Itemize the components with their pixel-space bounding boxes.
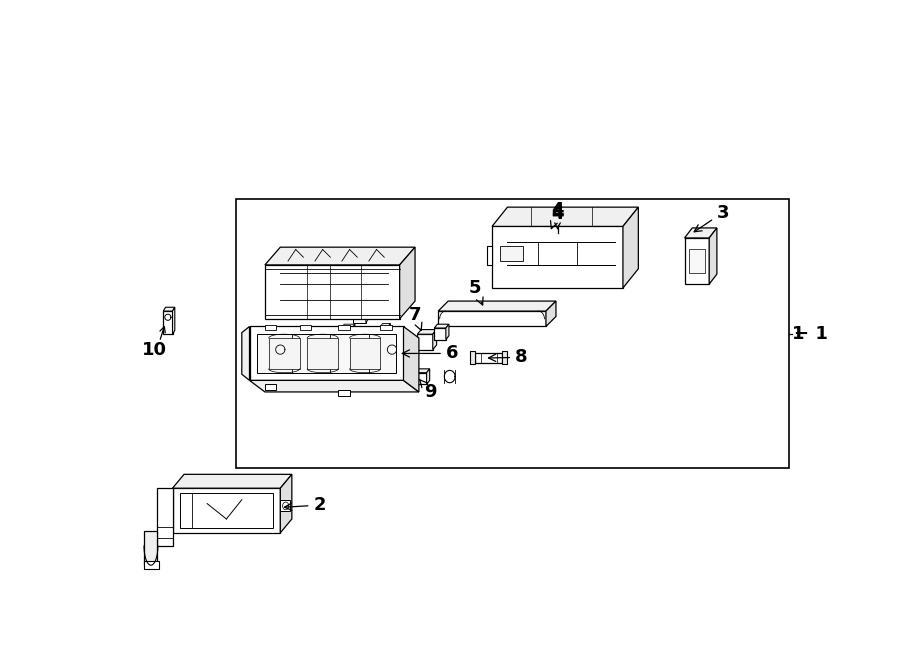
Polygon shape — [381, 327, 388, 334]
Text: 8: 8 — [489, 348, 527, 366]
Polygon shape — [492, 207, 638, 226]
Polygon shape — [307, 330, 319, 332]
Polygon shape — [330, 297, 344, 300]
Polygon shape — [427, 369, 429, 384]
Polygon shape — [173, 488, 280, 533]
Polygon shape — [265, 265, 400, 319]
Polygon shape — [311, 305, 325, 319]
Polygon shape — [438, 301, 556, 311]
Polygon shape — [413, 369, 429, 373]
Polygon shape — [257, 334, 396, 373]
Polygon shape — [709, 228, 717, 284]
Text: 4: 4 — [551, 201, 563, 219]
Text: 7: 7 — [409, 306, 422, 330]
Polygon shape — [365, 307, 368, 323]
Polygon shape — [418, 330, 436, 334]
Polygon shape — [236, 200, 788, 468]
Polygon shape — [354, 307, 368, 310]
Text: 2: 2 — [284, 496, 326, 514]
Polygon shape — [342, 327, 353, 338]
Polygon shape — [623, 207, 638, 288]
Polygon shape — [361, 333, 373, 336]
Polygon shape — [400, 247, 415, 319]
Polygon shape — [265, 384, 276, 389]
Polygon shape — [265, 325, 276, 330]
Polygon shape — [163, 307, 175, 311]
Polygon shape — [492, 226, 623, 288]
Polygon shape — [488, 246, 492, 265]
Polygon shape — [322, 339, 333, 342]
Polygon shape — [500, 246, 523, 261]
Polygon shape — [163, 311, 173, 334]
Polygon shape — [433, 330, 436, 350]
Polygon shape — [338, 389, 349, 396]
Text: 4: 4 — [551, 204, 563, 223]
Polygon shape — [144, 531, 158, 565]
Polygon shape — [502, 351, 507, 364]
Polygon shape — [546, 301, 556, 327]
Polygon shape — [180, 493, 273, 528]
Polygon shape — [265, 247, 415, 265]
Polygon shape — [438, 311, 546, 327]
Polygon shape — [371, 333, 373, 346]
Polygon shape — [269, 338, 300, 369]
Polygon shape — [322, 342, 330, 350]
Polygon shape — [173, 475, 292, 488]
Text: 10: 10 — [142, 340, 167, 358]
Polygon shape — [381, 323, 391, 327]
Text: 9: 9 — [419, 379, 436, 401]
Text: − 1: − 1 — [794, 325, 828, 343]
Text: 6: 6 — [402, 344, 458, 362]
Polygon shape — [338, 325, 349, 330]
Polygon shape — [249, 380, 418, 392]
Text: 4: 4 — [551, 204, 563, 229]
Text: 3: 3 — [694, 204, 729, 232]
Polygon shape — [413, 373, 427, 384]
Text: 5: 5 — [469, 279, 483, 305]
Polygon shape — [689, 249, 705, 272]
Polygon shape — [300, 325, 311, 330]
Polygon shape — [354, 310, 365, 323]
Polygon shape — [330, 339, 333, 350]
Polygon shape — [349, 338, 381, 369]
Polygon shape — [388, 323, 391, 334]
Polygon shape — [381, 325, 392, 330]
Polygon shape — [242, 327, 249, 380]
Polygon shape — [475, 353, 502, 363]
Polygon shape — [325, 302, 328, 319]
Text: 1: 1 — [792, 325, 805, 343]
Polygon shape — [471, 351, 475, 364]
Polygon shape — [311, 302, 328, 305]
Polygon shape — [280, 500, 291, 512]
Polygon shape — [353, 324, 355, 338]
Polygon shape — [446, 324, 449, 340]
Polygon shape — [280, 475, 292, 533]
Polygon shape — [249, 327, 403, 380]
Polygon shape — [341, 297, 344, 311]
Polygon shape — [685, 228, 717, 238]
Polygon shape — [685, 238, 709, 284]
Polygon shape — [403, 327, 418, 392]
Polygon shape — [158, 488, 173, 546]
Polygon shape — [330, 300, 341, 311]
Polygon shape — [435, 328, 446, 340]
Polygon shape — [307, 338, 338, 369]
Polygon shape — [317, 330, 319, 342]
Polygon shape — [361, 336, 371, 346]
Polygon shape — [144, 561, 159, 569]
Polygon shape — [307, 332, 317, 342]
Polygon shape — [435, 324, 449, 328]
Polygon shape — [173, 307, 175, 334]
Polygon shape — [418, 334, 433, 350]
Polygon shape — [342, 324, 355, 327]
